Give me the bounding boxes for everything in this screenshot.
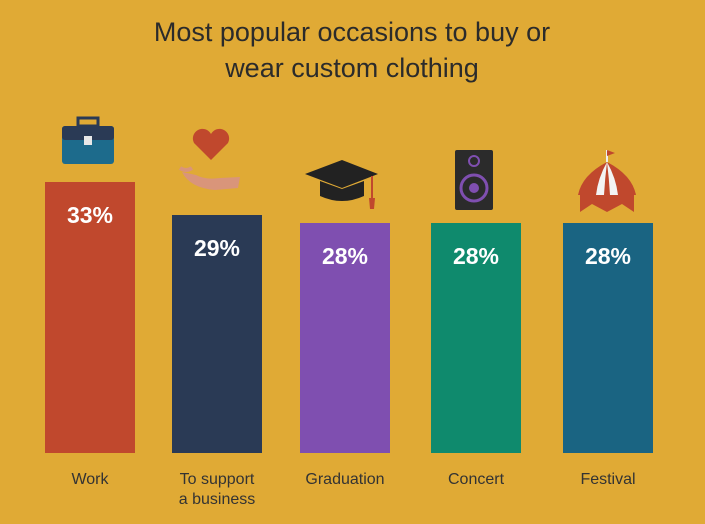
category-label: Work [71, 471, 109, 488]
chart-title: Most popular occasions to buy or wear cu… [153, 17, 551, 83]
bar [431, 223, 521, 453]
value-label: 28% [452, 243, 500, 270]
category-label: To support a business [178, 471, 256, 508]
value-label: 33% [66, 202, 114, 229]
value-label: 28% [321, 243, 369, 270]
bar [563, 223, 653, 453]
speaker-icon [455, 150, 493, 210]
bar [300, 223, 390, 453]
value-label: 29% [193, 235, 241, 262]
category-label: Concert [447, 471, 505, 488]
category-label: Festival [580, 471, 636, 488]
icons [62, 116, 636, 212]
heart-hand-icon [178, 128, 240, 190]
value-label: 28% [584, 243, 632, 270]
category-label: Graduation [305, 471, 385, 488]
graduation-cap-icon [305, 160, 378, 209]
tent-icon [578, 150, 636, 212]
bar [45, 182, 135, 453]
briefcase-icon [62, 116, 114, 164]
bar [172, 215, 262, 453]
